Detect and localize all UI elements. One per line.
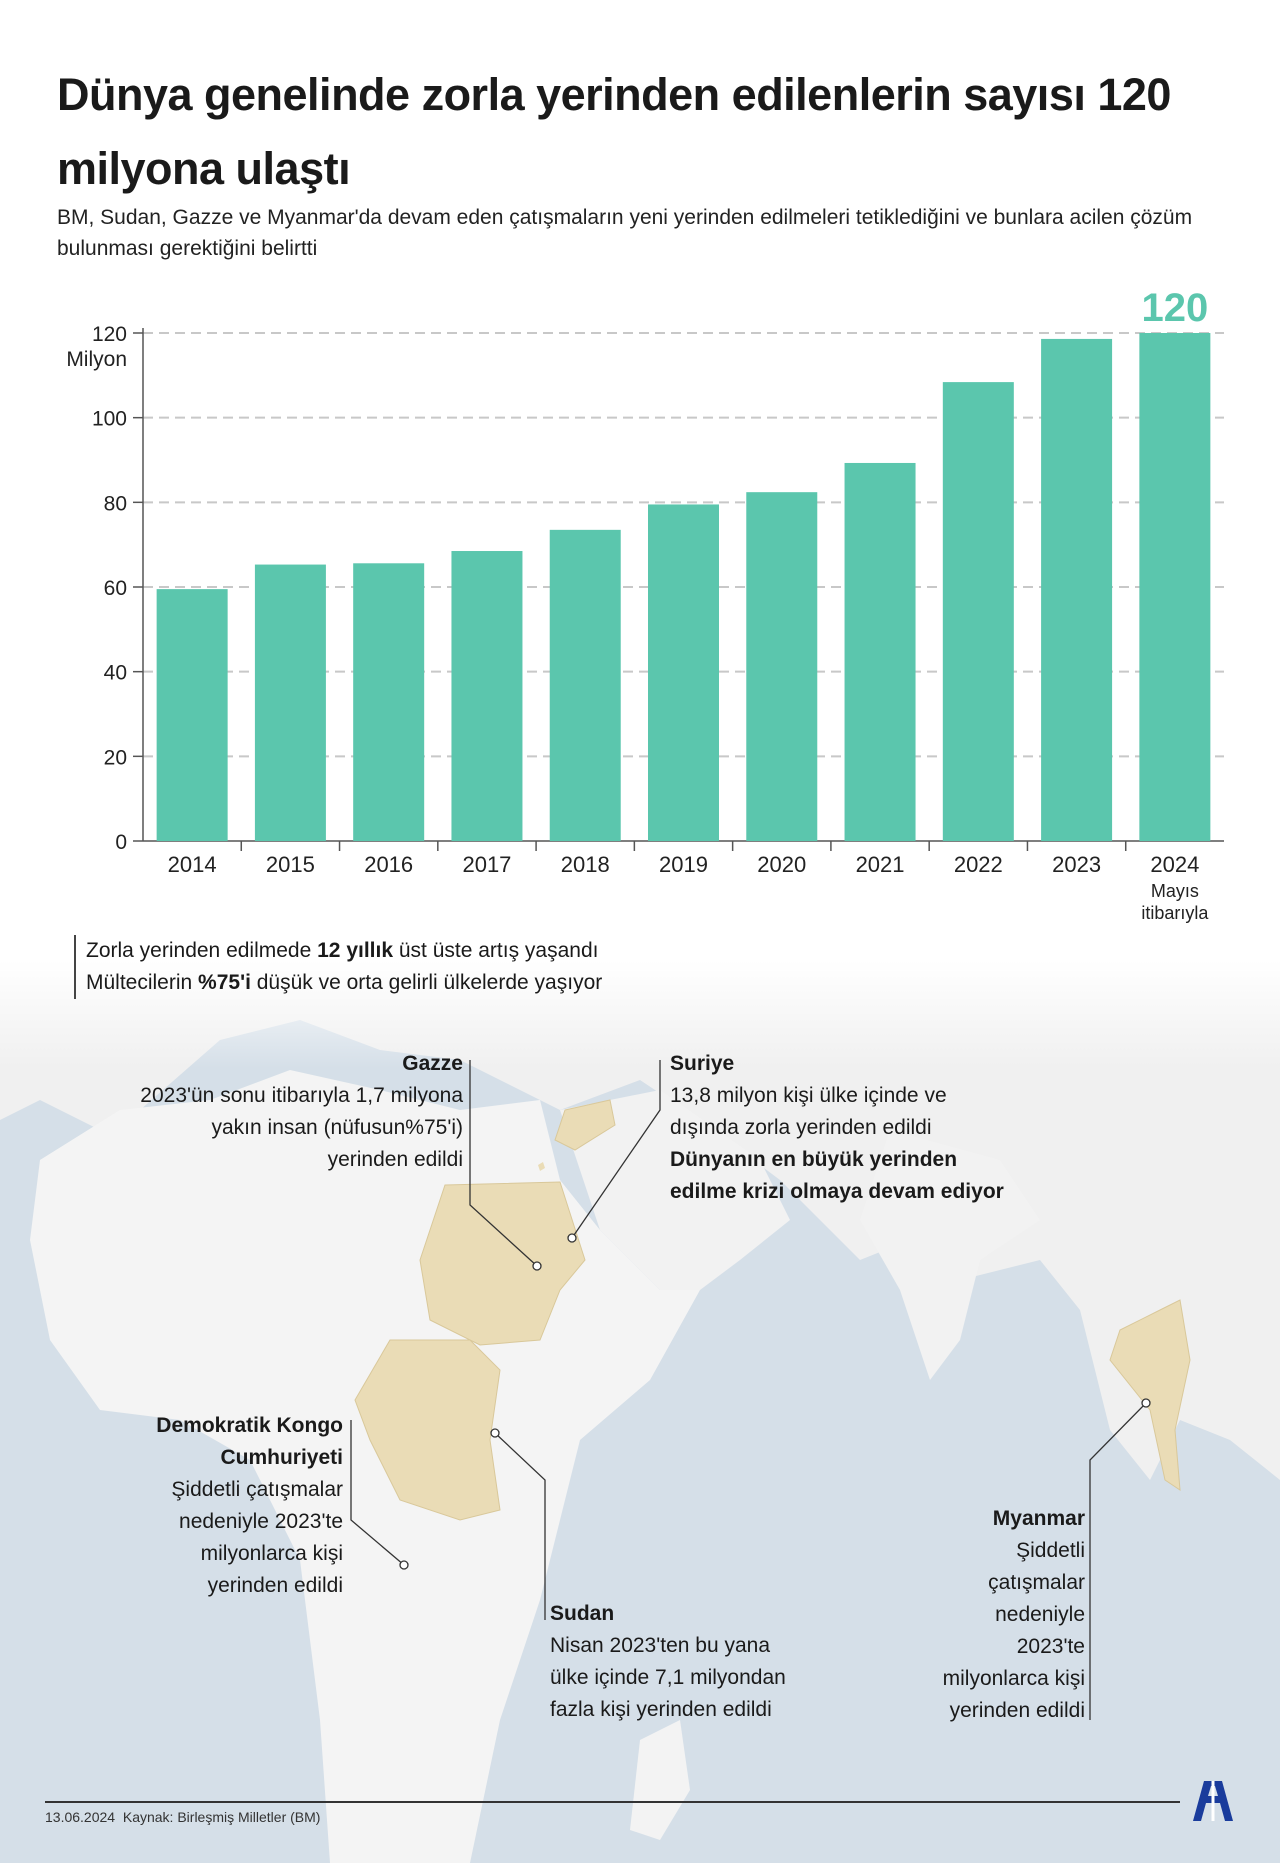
bar-2014: [156, 589, 228, 841]
leader-gazze: [469, 1060, 538, 1267]
x-tick-label: 2024: [1150, 852, 1199, 877]
background-map: [0, 960, 1280, 1863]
note-2: Mültecilerin %75'i düşük ve orta gelirli…: [86, 971, 603, 994]
footer-date: 13.06.2024: [45, 1809, 116, 1825]
annotation-myanmar: Myanmar Şiddetli çatışmalar nedeniyle 20…: [942, 1507, 1085, 1722]
key-notes: Zorla yerinden edilmede 12 yıllık üst üs…: [74, 935, 602, 999]
note-1: Zorla yerinden edilmede 12 yıllık üst üs…: [86, 939, 599, 962]
highlight-value-label: 120: [1141, 286, 1208, 330]
x-tick-label: 2017: [462, 852, 511, 877]
footer-divider: [45, 1801, 1180, 1803]
leader-suriye: [571, 1060, 661, 1239]
bar-2022: [942, 382, 1014, 841]
x-tick-label: 2014: [168, 852, 217, 877]
annotation-kongo: Demokratik Kongo Cumhuriyeti Şiddetli ça…: [156, 1414, 343, 1597]
x-tick-label: 2023: [1052, 852, 1101, 877]
x-tick-label: 2020: [757, 852, 806, 877]
x-tick-label: 2018: [561, 852, 610, 877]
y-tick-label: 80: [104, 492, 127, 515]
annotation-suriye: Suriye 13,8 milyon kişi ülke içinde ve d…: [670, 1052, 1004, 1203]
footer: 13.06.2024 Kaynak: Birleşmiş Milletler (…: [45, 1809, 320, 1825]
x-tick-label: 2016: [364, 852, 413, 877]
y-tick-label: 20: [104, 746, 127, 769]
page-subtitle: BM, Sudan, Gazze ve Myanmar'da devam ede…: [57, 206, 1193, 260]
bar-2023: [1041, 338, 1113, 841]
annotation-sudan: Sudan Nisan 2023'ten bu yana ülke içinde…: [550, 1602, 786, 1721]
x-tick-note: Mayıs: [1151, 881, 1199, 901]
y-tick-label: 40: [104, 662, 127, 685]
bar-2019: [648, 504, 719, 841]
y-tick-label: 120: [92, 323, 127, 346]
y-tick-label: 0: [115, 831, 127, 854]
leader-sudan: [494, 1432, 546, 1620]
x-tick-label: 2022: [954, 852, 1003, 877]
aa-logo: [1193, 1781, 1233, 1821]
x-tick-note: itibarıyla: [1141, 903, 1209, 923]
x-tick-label: 2015: [266, 852, 315, 877]
x-tick-label: 2021: [856, 852, 905, 877]
annotation-gazze: Gazze 2023'ün sonu itibarıyla 1,7 milyon…: [140, 1052, 463, 1171]
bar-2015: [254, 564, 326, 841]
bar-2016: [353, 563, 425, 841]
leader-kongo: [350, 1420, 405, 1566]
page-title: Dünya genelinde zorla yerinden edilenler…: [57, 69, 1171, 194]
bar-2017: [451, 551, 523, 841]
bar-2018: [549, 529, 621, 841]
bar-2024: [1139, 333, 1211, 841]
footer-source: Kaynak: Birleşmiş Milletler (BM): [122, 1809, 321, 1825]
leader-myanmar: [1089, 1402, 1147, 1720]
x-tick-label: 2019: [659, 852, 708, 877]
bar-2020: [746, 492, 818, 841]
bar-2021: [844, 462, 916, 841]
y-tick-label: 100: [92, 408, 127, 431]
y-tick-label: 60: [104, 577, 127, 600]
y-axis-label: Milyon: [66, 348, 127, 371]
